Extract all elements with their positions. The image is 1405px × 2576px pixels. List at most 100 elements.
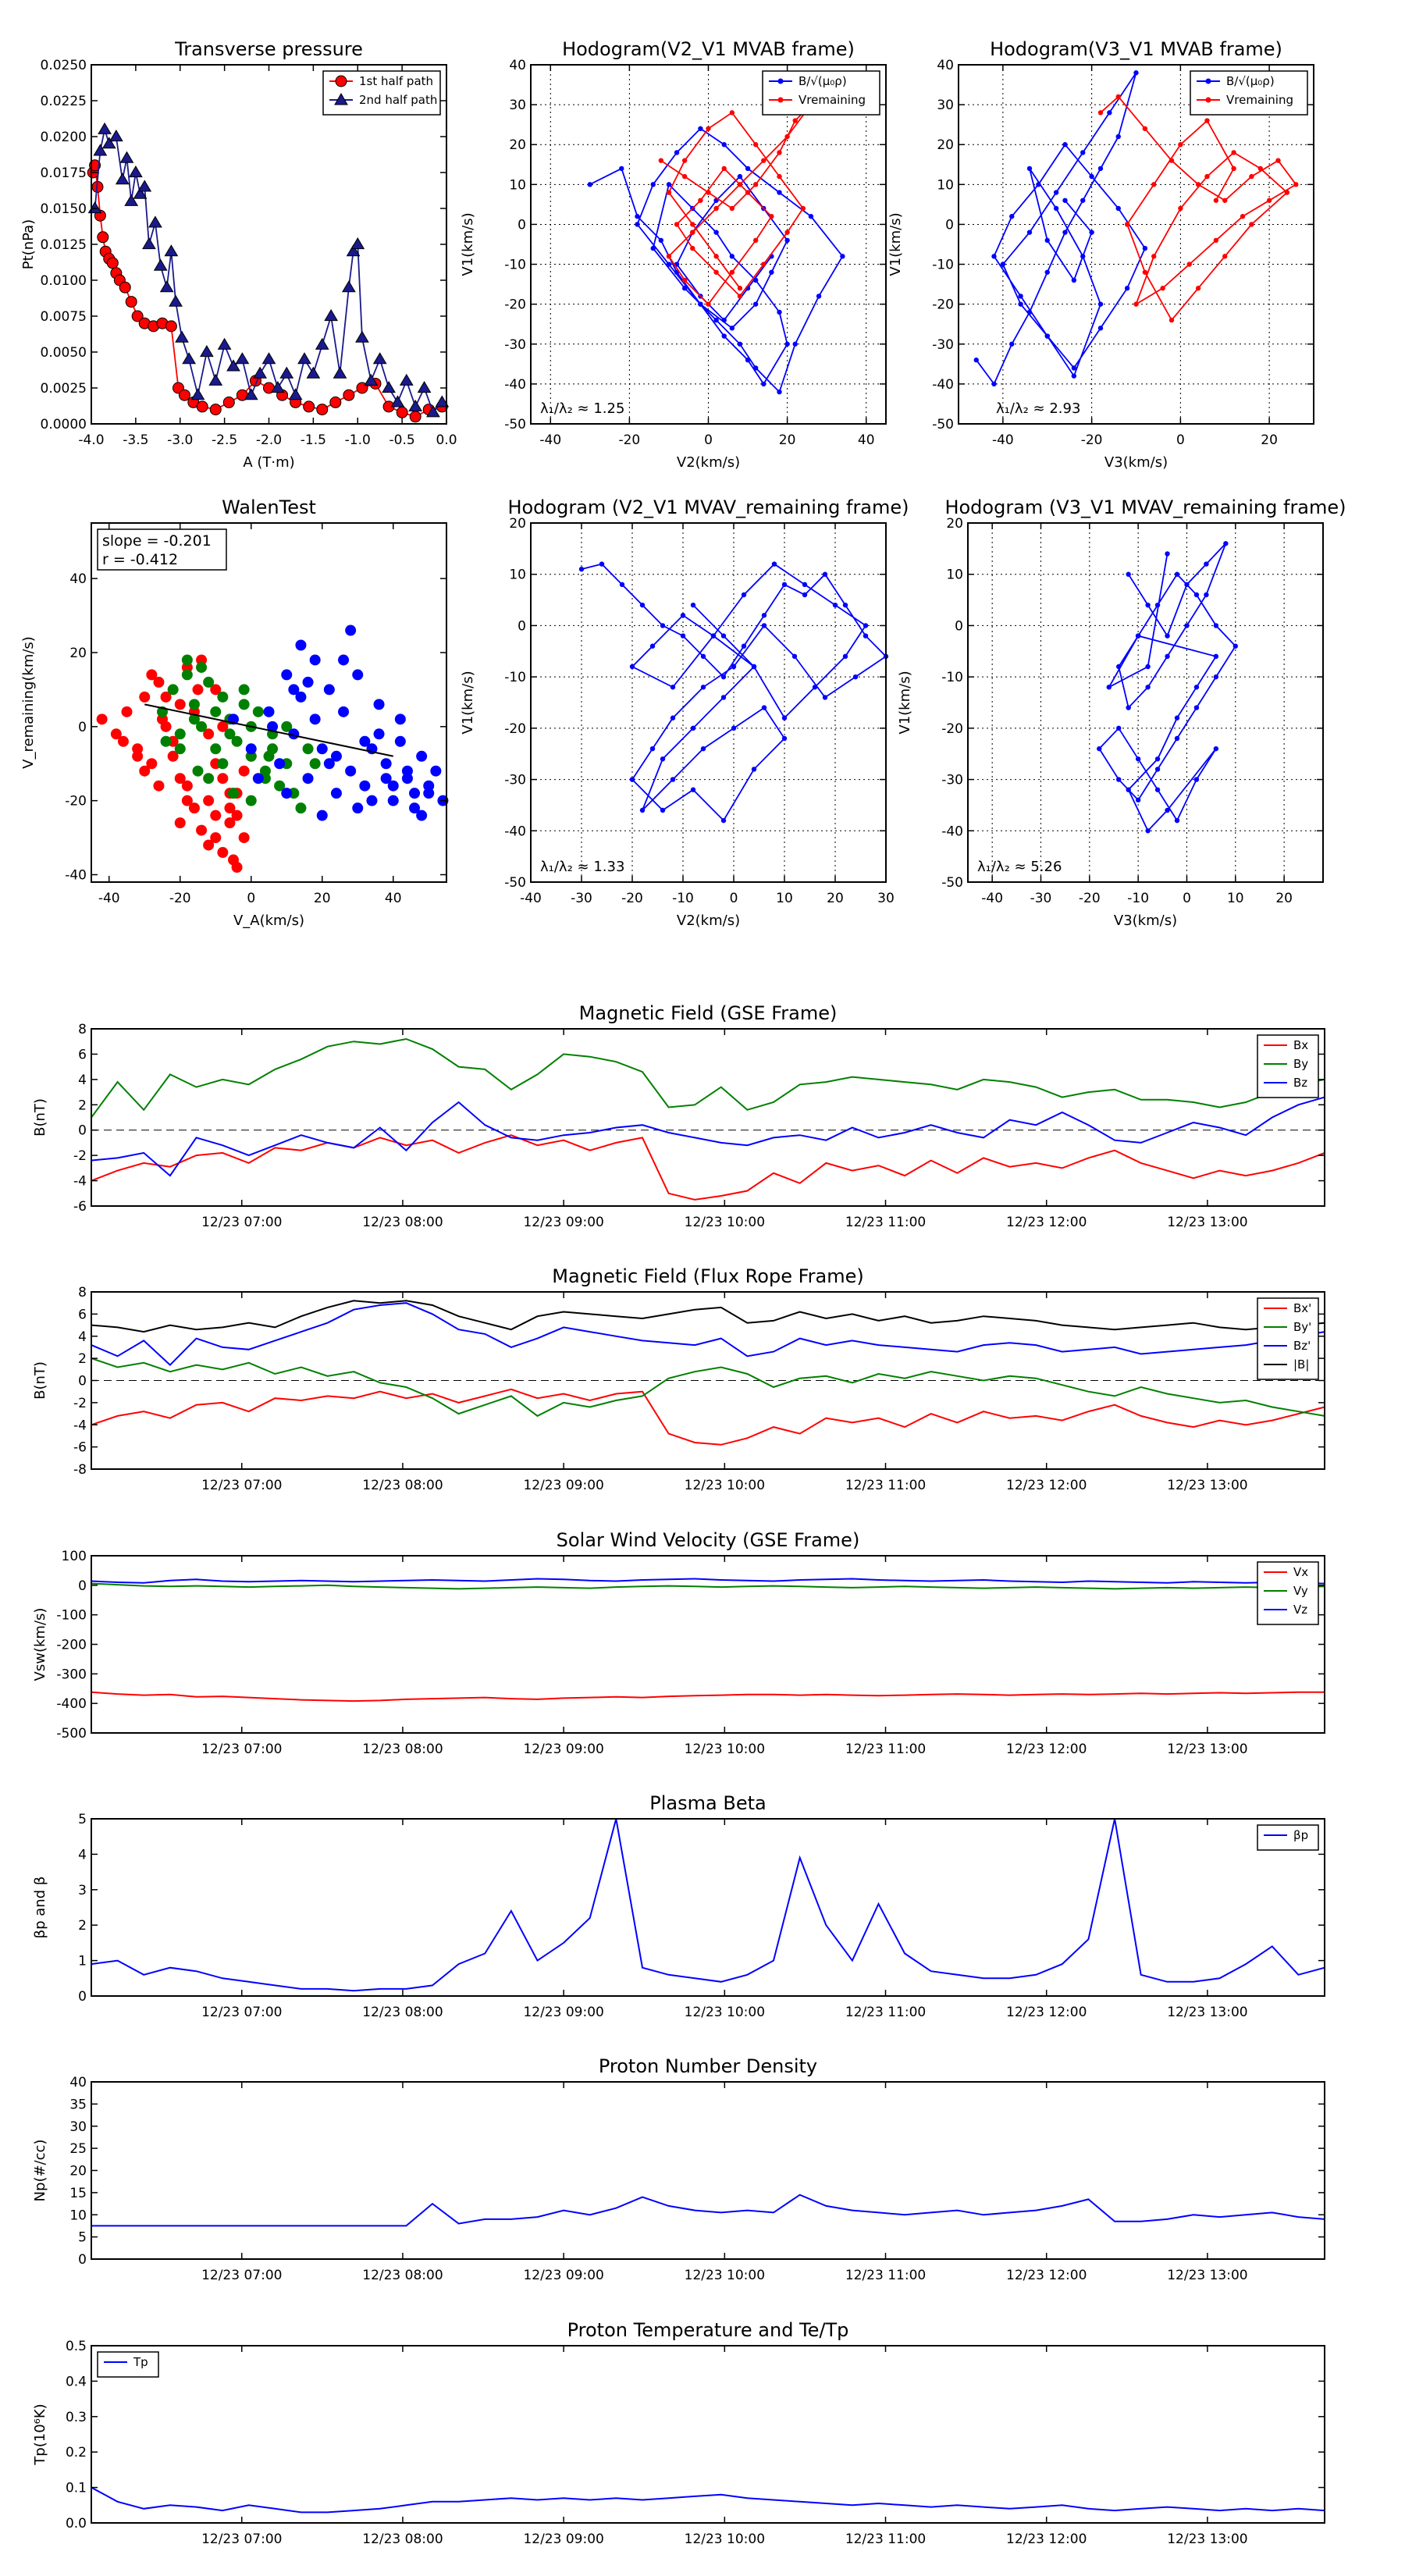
data-point (253, 366, 267, 379)
y-axis-label: Tp(10⁶K) (32, 2403, 48, 2465)
y-tick-label: 30 (69, 2119, 87, 2135)
data-point (1026, 229, 1033, 235)
data-point (303, 400, 315, 413)
y-tick-label: -20 (504, 297, 526, 313)
data-point (720, 817, 727, 824)
data-point (188, 713, 200, 725)
x-tick-label: 12/23 07:00 (201, 1742, 282, 1757)
data-point (297, 352, 311, 365)
data-point (1151, 254, 1157, 259)
data-point (169, 294, 183, 307)
x-tick-label: 12/23 12:00 (1006, 2005, 1087, 2020)
data-point (761, 705, 767, 710)
data-point (1195, 286, 1201, 291)
data-point (784, 237, 790, 244)
data-point (792, 341, 798, 347)
data-point (1193, 777, 1200, 782)
y-axis-label: Vsw(km/s) (32, 1608, 48, 1681)
x-tick-label: 20 (779, 432, 796, 448)
data-point (97, 231, 109, 244)
data-point (352, 669, 364, 681)
x-tick-label: 12/23 07:00 (201, 2532, 282, 2547)
data-point (769, 269, 774, 275)
legend: Tp (97, 2351, 159, 2378)
data-point (146, 669, 158, 681)
data-point (435, 395, 450, 407)
data-point (639, 807, 646, 813)
y-tick-label: -20 (65, 794, 87, 809)
data-point (1135, 797, 1141, 803)
data-point (343, 389, 355, 401)
data-point (680, 613, 686, 618)
y-tick-label: 2 (78, 1918, 87, 1934)
chart-10: 0 5 10 15 20 25 30 35 40 12/23 07:00 12/23 08:00 12… (32, 2055, 1325, 2283)
data-point (323, 684, 335, 696)
legend-box (762, 70, 880, 116)
data-point (108, 130, 123, 142)
data-point (153, 676, 165, 688)
data-point (222, 396, 235, 408)
data-point (681, 286, 688, 291)
data-point (160, 691, 172, 703)
ratio-annotation: λ₁/λ₂ ≈ 2.93 (996, 400, 1080, 417)
y-tick-label: 0 (518, 217, 526, 233)
legend-label: 1st half path (359, 74, 433, 88)
legend-box (97, 2351, 159, 2378)
legend: B/√(μ₀ρ) Vremaining (1190, 70, 1308, 116)
chart-title: Proton Temperature and Te/Tp (567, 2319, 849, 2341)
data-point (196, 720, 208, 732)
y-axis-label: V1(km/s) (460, 671, 476, 734)
data-point (408, 399, 423, 412)
data-point (649, 745, 656, 752)
data-point (1165, 551, 1170, 557)
y-tick-label: 0 (518, 618, 526, 634)
data-point (190, 388, 205, 400)
plot-frame (530, 522, 887, 883)
y-tick-label: -30 (504, 773, 526, 788)
data-point (159, 280, 174, 293)
data-point (991, 381, 997, 387)
data-point (777, 309, 782, 315)
legend-marker (777, 97, 784, 103)
x-tick-label: 12/23 07:00 (201, 1478, 282, 1493)
y-tick-label: 10 (509, 177, 526, 193)
legend-label: Bx' (1293, 1301, 1311, 1315)
y-tick-label: 0.0050 (41, 345, 87, 361)
legend-box (1190, 70, 1308, 116)
legend-label: Tp (133, 2355, 148, 2369)
data-point (973, 358, 979, 363)
data-point (345, 624, 357, 636)
x-tick-label: 12/23 13:00 (1167, 1742, 1247, 1757)
data-point (245, 795, 257, 806)
data-point (399, 373, 414, 386)
data-point (1204, 173, 1210, 180)
data-point (139, 765, 151, 777)
x-tick-label: -1.0 (345, 432, 371, 448)
data-point (252, 773, 264, 785)
plot-frame (91, 2345, 1325, 2524)
data-point (1145, 828, 1151, 834)
data-point (690, 787, 696, 792)
x-tick-label: 0 (247, 891, 255, 906)
data-point (706, 301, 711, 307)
x-tick-label: 10 (776, 891, 793, 906)
data-point (245, 743, 257, 755)
data-point (203, 773, 215, 785)
data-point (1145, 685, 1151, 690)
data-point (1018, 301, 1023, 307)
y-tick-label: 4 (78, 1329, 87, 1345)
data-point (196, 824, 208, 836)
data-point (713, 229, 719, 235)
stats-text: slope = -0.201 (102, 532, 212, 550)
data-point (226, 359, 240, 372)
y-tick-label: -6 (73, 1199, 87, 1215)
data-point (196, 400, 208, 413)
data-point (1142, 126, 1148, 131)
x-tick-label: -20 (1079, 891, 1101, 906)
data-point (710, 633, 717, 639)
data-point (274, 780, 286, 792)
data-point (745, 190, 751, 195)
y-tick-label: 0.0175 (41, 165, 87, 181)
data-point (1174, 571, 1180, 577)
